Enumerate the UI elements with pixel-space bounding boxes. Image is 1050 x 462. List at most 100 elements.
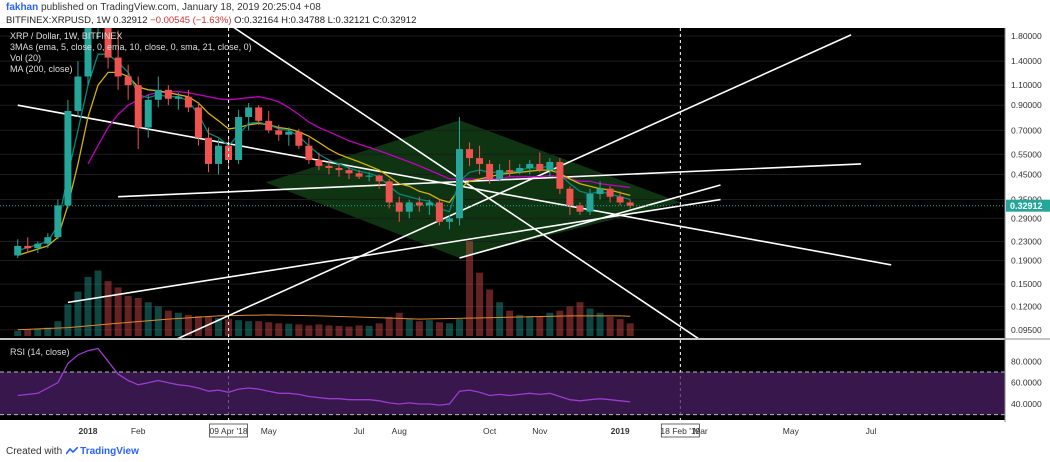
volume-bar xyxy=(556,310,564,336)
time-tick-label: May xyxy=(783,426,800,436)
last-price-tag-label: 0.32912 xyxy=(1010,201,1043,211)
price-tick-label: 0.45000 xyxy=(1011,169,1042,179)
chart-area[interactable]: 1.80000 1.40000 1.10000 0.90000 0.70000 0.550… xyxy=(0,28,1050,442)
candle-body xyxy=(204,137,212,164)
volume-bar xyxy=(84,276,92,336)
volume-bar xyxy=(44,327,52,336)
volume-bar xyxy=(626,323,634,336)
volume-bar xyxy=(305,325,313,336)
price-change: −0.00545 (−1.63%) xyxy=(150,15,232,26)
footer: Created with TradingView xyxy=(0,442,1050,462)
candle-body xyxy=(144,99,152,128)
time-tick-label: Oct xyxy=(483,426,497,436)
volume-bar xyxy=(385,317,393,336)
candle-body xyxy=(64,110,72,206)
volume-bar xyxy=(395,312,403,336)
rsi-legend: RSI (14, close) xyxy=(10,347,70,357)
published-text: published on TradingView.com, January 18… xyxy=(41,2,321,13)
volume-bar xyxy=(215,318,223,336)
candle-body xyxy=(626,202,634,206)
candle-body xyxy=(24,245,32,249)
candle-body xyxy=(14,245,22,256)
volume-bar xyxy=(546,312,554,336)
price-tick-label: 0.19000 xyxy=(1011,256,1042,266)
candle-body xyxy=(345,170,353,174)
candle-body xyxy=(486,163,494,179)
volume-bar xyxy=(275,323,283,336)
time-tick-label: 2019 xyxy=(611,426,630,436)
volume-bar xyxy=(14,330,22,336)
price-tick-label: 0.09500 xyxy=(1011,325,1042,335)
price-tick-label: 0.35000 xyxy=(1011,195,1042,205)
rsi-line xyxy=(17,347,631,406)
sma21-line xyxy=(87,91,631,189)
volume-bar xyxy=(154,306,162,336)
rsi-plot xyxy=(0,347,1005,416)
candle-body xyxy=(285,131,293,135)
price-axis-bg xyxy=(1005,28,1050,422)
candle-body xyxy=(225,145,233,161)
candle-body xyxy=(104,28,112,58)
candle-body xyxy=(405,202,413,212)
symbol-label: BITFINEX:XRPUSD, 1W xyxy=(6,15,111,26)
rsi-tick-label: 80.0000 xyxy=(1011,356,1042,366)
candle-body xyxy=(215,145,223,164)
volume-bar xyxy=(104,281,112,336)
volume-bar xyxy=(144,302,152,336)
candle-body xyxy=(566,188,574,206)
candle-body xyxy=(44,237,52,244)
volume-bar xyxy=(245,321,253,336)
ohlc-line: BITFINEX:XRPUSD, 1W 0.32912 −0.00545 (−1… xyxy=(6,15,416,26)
volume-bar xyxy=(124,295,132,336)
author-name[interactable]: fakhan xyxy=(6,2,39,13)
candle-body xyxy=(516,168,524,173)
price-tick-label: 1.10000 xyxy=(1011,80,1042,90)
time-tick-label: 09 Apr '18 xyxy=(210,426,248,436)
volume-bar xyxy=(365,325,373,336)
volume-bar xyxy=(526,315,534,336)
legend-ma200: MA (200, close) xyxy=(10,64,73,74)
tradingview-logo-icon xyxy=(66,447,79,455)
volume-bar xyxy=(194,315,202,336)
volume-bar xyxy=(445,323,453,336)
publish-info: fakhan published on TradingView.com, Jan… xyxy=(6,2,321,13)
candle-body xyxy=(174,96,182,99)
trend-line xyxy=(459,184,721,259)
volume-bar xyxy=(225,319,233,336)
chart-title: XRP / Dollar, 1W, BITFINEX xyxy=(10,31,123,41)
price-tick-label: 0.55000 xyxy=(1011,149,1042,159)
candle-body xyxy=(576,205,584,212)
price-tick-label: 0.29000 xyxy=(1011,213,1042,223)
trend-line xyxy=(17,104,892,266)
candle-body xyxy=(546,161,554,171)
price-chart[interactable]: 1.80000 1.40000 1.10000 0.90000 0.70000 0.550… xyxy=(0,28,1050,442)
price-tick-label: 0.70000 xyxy=(1011,125,1042,135)
time-tick-label: 2018 xyxy=(79,426,98,436)
volume-bar xyxy=(114,287,122,336)
candle-body xyxy=(84,28,92,77)
time-tick-label: Aug xyxy=(392,426,407,436)
candle-body xyxy=(606,188,614,197)
legend-3mas: 3MAs (ema, 5, close, 0, ema, 10, close, … xyxy=(10,42,252,52)
price-tick-label: 0.12000 xyxy=(1011,301,1042,311)
time-tick-label: May xyxy=(261,426,278,436)
time-axis-bg xyxy=(0,422,1050,442)
candle-body xyxy=(265,120,273,131)
candle-body xyxy=(425,202,433,206)
candle-body xyxy=(184,96,192,108)
volume-bar xyxy=(164,310,172,336)
candle-body xyxy=(134,85,142,128)
candle-body xyxy=(536,163,544,171)
volume-bar xyxy=(606,317,614,336)
volume-bar xyxy=(466,241,474,336)
footer-brand[interactable]: TradingView xyxy=(80,446,139,457)
volume-bar xyxy=(174,312,182,336)
candle-body xyxy=(255,107,263,121)
candle-body xyxy=(616,196,624,203)
ma200-volume-line xyxy=(17,314,631,331)
volume-bar xyxy=(285,323,293,336)
volume-bar xyxy=(184,314,192,336)
time-tick-label: Feb xyxy=(131,426,146,436)
candle-body xyxy=(455,149,463,219)
volume-bar xyxy=(24,329,32,336)
